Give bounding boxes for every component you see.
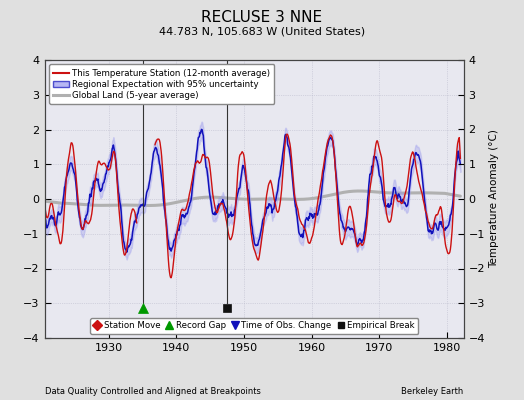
Text: Berkeley Earth: Berkeley Earth: [401, 387, 464, 396]
Text: RECLUSE 3 NNE: RECLUSE 3 NNE: [201, 10, 323, 25]
Legend: Station Move, Record Gap, Time of Obs. Change, Empirical Break: Station Move, Record Gap, Time of Obs. C…: [90, 318, 418, 334]
Text: Data Quality Controlled and Aligned at Breakpoints: Data Quality Controlled and Aligned at B…: [45, 387, 260, 396]
Text: 44.783 N, 105.683 W (United States): 44.783 N, 105.683 W (United States): [159, 26, 365, 36]
Y-axis label: Temperature Anomaly (°C): Temperature Anomaly (°C): [489, 130, 499, 268]
